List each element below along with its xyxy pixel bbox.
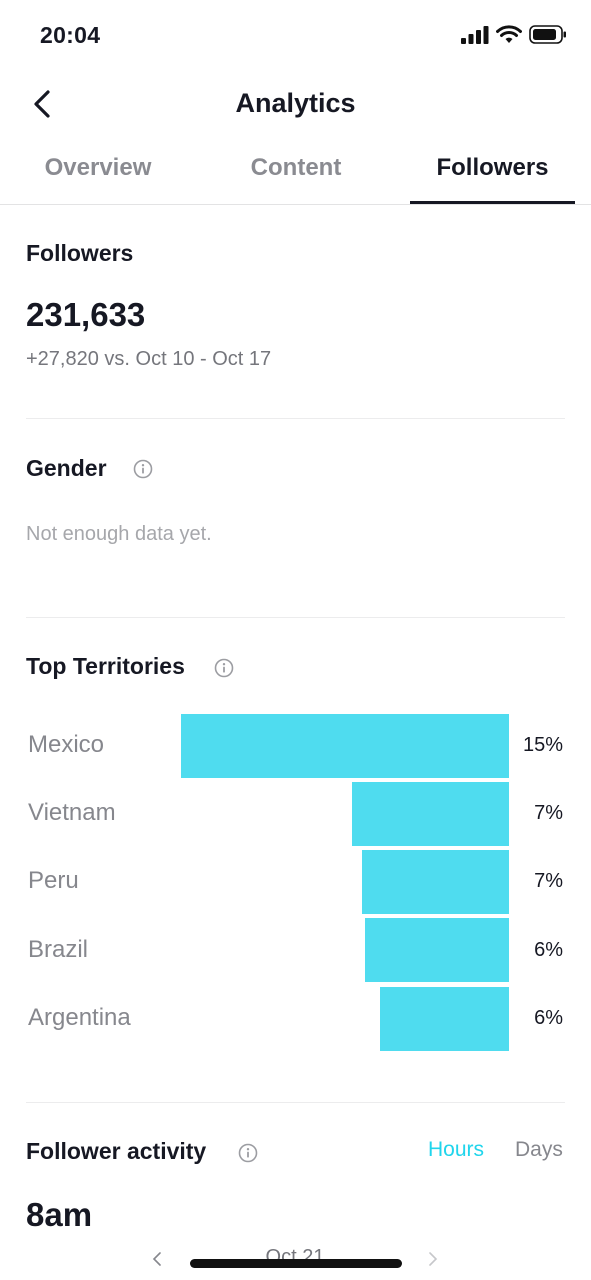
hours-toggle[interactable]: Hours [428, 1138, 485, 1161]
territory-percent: 6% [534, 939, 563, 961]
territory-percent: 7% [534, 802, 563, 824]
battery-icon [529, 25, 566, 44]
tab-content[interactable]: Content [250, 154, 342, 181]
home-indicator [190, 1259, 402, 1268]
peak-time: 8am [26, 1196, 93, 1233]
info-icon[interactable] [133, 459, 153, 479]
active-tab-indicator [410, 201, 575, 204]
info-icon[interactable] [238, 1143, 258, 1163]
divider [26, 1102, 565, 1103]
divider [26, 617, 565, 618]
wifi-icon [496, 25, 522, 43]
tab-followers[interactable]: Followers [436, 154, 549, 181]
chevron-right-icon[interactable] [428, 1252, 438, 1266]
territory-bar [362, 850, 509, 914]
activity-title: Follower activity [26, 1138, 207, 1164]
tab-overview[interactable]: Overview [44, 154, 152, 181]
territory-name: Vietnam [28, 799, 116, 826]
gender-title: Gender [26, 455, 107, 481]
chevron-left-icon[interactable] [152, 1252, 162, 1266]
info-icon[interactable] [214, 658, 234, 678]
territory-name: Argentina [28, 1004, 131, 1031]
territory-name: Brazil [28, 936, 89, 963]
territory-bar [365, 918, 509, 982]
back-button[interactable] [26, 86, 58, 122]
gender-empty-message: Not enough data yet. [26, 523, 212, 545]
territory-bar [181, 714, 509, 778]
tab-bar: Overview Content Followers [0, 146, 591, 205]
signal-icon [461, 25, 489, 44]
status-icons [461, 25, 567, 44]
page-title: Analytics [235, 88, 356, 118]
territory-name: Peru [28, 867, 79, 894]
days-toggle[interactable]: Days [515, 1138, 563, 1161]
territory-bar [352, 782, 509, 846]
followers-delta: +27,820 vs. Oct 10 - Oct 17 [26, 348, 272, 370]
territory-percent: 7% [534, 870, 563, 892]
territory-percent: 6% [534, 1007, 563, 1029]
territories-title: Top Territories [26, 653, 185, 679]
divider [26, 418, 565, 419]
territory-name: Mexico [28, 731, 105, 758]
followers-title: Followers [26, 240, 134, 266]
chevron-left-icon [34, 90, 50, 118]
status-time: 20:04 [40, 22, 101, 48]
territory-bar [380, 987, 509, 1051]
territory-percent: 15% [522, 734, 563, 756]
followers-count: 231,633 [26, 296, 146, 333]
